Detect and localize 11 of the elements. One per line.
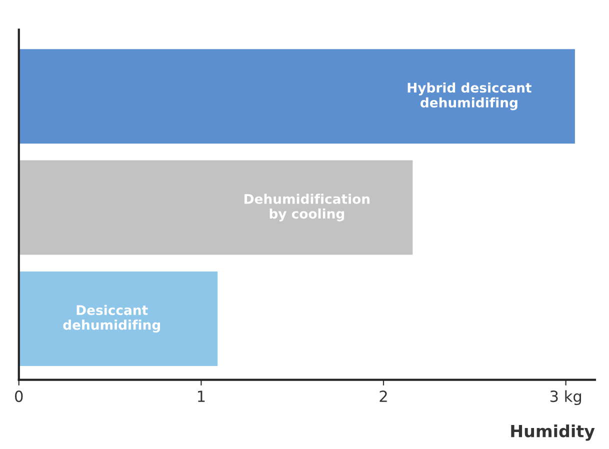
x-tick-label: 3 kg <box>550 390 581 406</box>
y-tick-label: Desiccant dehumidifing <box>63 304 160 333</box>
y-tick-label: Hybrid desiccant dehumidifing <box>408 82 532 110</box>
bar <box>18 160 413 255</box>
x-axis-title: Humidity <box>511 424 595 441</box>
x-tick-label: 1 <box>198 390 205 402</box>
bar <box>18 271 218 366</box>
y-tick-label: Dehumidification by cooling <box>244 194 370 222</box>
bar <box>18 49 575 144</box>
x-tick-label: 0 <box>15 390 23 402</box>
x-tick-label: 2 <box>380 390 387 402</box>
